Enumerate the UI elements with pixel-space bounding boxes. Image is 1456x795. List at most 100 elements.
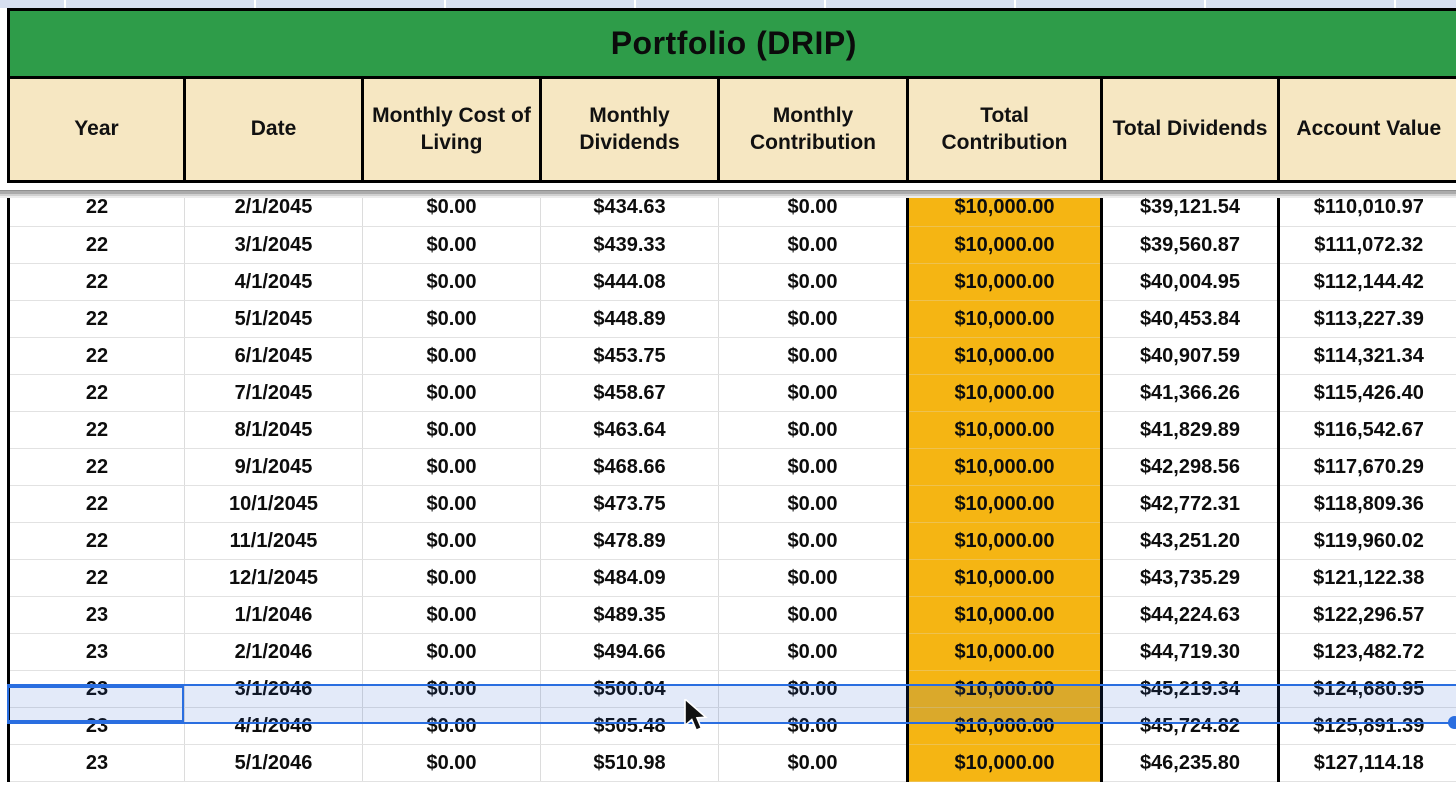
cell[interactable]: $44,719.30 [1101,633,1280,671]
cell[interactable]: $10,000.00 [907,744,1103,782]
cell[interactable]: 23 [7,707,185,745]
column-header-monthly-cost-of-living[interactable]: Monthly Cost of Living [361,76,542,183]
cell[interactable]: 2/1/2046 [184,633,363,671]
cell[interactable]: $10,000.00 [907,707,1103,745]
cell[interactable]: $125,891.39 [1278,707,1456,745]
cell[interactable]: $0.00 [718,596,909,634]
cell[interactable]: $43,735.29 [1101,559,1280,597]
cell[interactable]: $113,227.39 [1278,300,1456,338]
cell[interactable]: 5/1/2046 [184,744,363,782]
cell[interactable]: 1/1/2046 [184,596,363,634]
cell[interactable]: $45,724.82 [1101,707,1280,745]
cell[interactable]: 22 [7,263,185,301]
cell[interactable]: $0.00 [718,448,909,486]
frozen-row-divider[interactable] [0,190,1456,198]
cell[interactable]: $468.66 [540,448,719,486]
cell[interactable]: 22 [7,559,185,597]
cell[interactable]: 23 [7,633,185,671]
cell[interactable]: $0.00 [362,300,541,338]
cell[interactable]: 3/1/2046 [184,670,363,708]
cell[interactable]: 23 [7,670,185,708]
cell[interactable]: $42,298.56 [1101,448,1280,486]
cell[interactable]: $116,542.67 [1278,411,1456,449]
cell[interactable]: $40,453.84 [1101,300,1280,338]
cell[interactable]: $494.66 [540,633,719,671]
cell[interactable]: $0.00 [362,448,541,486]
cell[interactable]: $0.00 [362,559,541,597]
cell[interactable]: $478.89 [540,522,719,560]
cell[interactable]: $10,000.00 [907,596,1103,634]
cell[interactable]: $10,000.00 [907,411,1103,449]
cell[interactable]: 8/1/2045 [184,411,363,449]
cell[interactable]: $10,000.00 [907,522,1103,560]
cell[interactable]: $439.33 [540,226,719,264]
cell[interactable]: $0.00 [718,300,909,338]
cell[interactable]: 23 [7,744,185,782]
cell[interactable]: 10/1/2045 [184,485,363,523]
cell[interactable]: $42,772.31 [1101,485,1280,523]
cell[interactable]: $0.00 [362,226,541,264]
cell[interactable]: $40,004.95 [1101,263,1280,301]
cell[interactable]: $0.00 [718,485,909,523]
cell[interactable]: $121,122.38 [1278,559,1456,597]
cell[interactable]: $0.00 [718,263,909,301]
fill-handle[interactable] [1448,716,1456,729]
cell[interactable]: $0.00 [362,485,541,523]
cell[interactable]: $10,000.00 [907,337,1103,375]
cell[interactable]: $127,114.18 [1278,744,1456,782]
cell[interactable]: $0.00 [362,411,541,449]
cell[interactable]: 5/1/2045 [184,300,363,338]
cell[interactable]: 22 [7,300,185,338]
cell[interactable]: 22 [7,411,185,449]
cell[interactable]: $41,829.89 [1101,411,1280,449]
cell[interactable]: $0.00 [718,411,909,449]
cell[interactable]: $444.08 [540,263,719,301]
cell[interactable]: $453.75 [540,337,719,375]
cell[interactable]: $10,000.00 [907,670,1103,708]
cell[interactable]: $10,000.00 [907,485,1103,523]
cell[interactable]: 22 [7,226,185,264]
cell[interactable]: $0.00 [362,596,541,634]
cell[interactable]: 7/1/2045 [184,374,363,412]
cell[interactable]: $0.00 [718,374,909,412]
cell[interactable]: $473.75 [540,485,719,523]
cell[interactable]: $0.00 [362,263,541,301]
cell[interactable]: $10,000.00 [907,374,1103,412]
cell[interactable]: $118,809.36 [1278,485,1456,523]
cell[interactable]: $0.00 [362,633,541,671]
cell[interactable]: $0.00 [362,522,541,560]
cell[interactable]: 3/1/2045 [184,226,363,264]
column-header-total-contribution[interactable]: Total Contribution [906,76,1103,183]
cell[interactable]: 11/1/2045 [184,522,363,560]
cell[interactable]: 4/1/2046 [184,707,363,745]
cell[interactable]: $112,144.42 [1278,263,1456,301]
cell[interactable]: $43,251.20 [1101,522,1280,560]
cell[interactable]: 22 [7,522,185,560]
cell[interactable]: 12/1/2045 [184,559,363,597]
cell[interactable]: $0.00 [362,374,541,412]
column-header-total-dividends[interactable]: Total Dividends [1100,76,1280,183]
cell[interactable]: $0.00 [718,633,909,671]
cell[interactable]: $0.00 [718,522,909,560]
cell[interactable]: $122,296.57 [1278,596,1456,634]
sheet-title-cell[interactable]: Portfolio (DRIP) [6,8,1456,79]
cell[interactable]: $10,000.00 [907,263,1103,301]
cell[interactable]: $458.67 [540,374,719,412]
cell[interactable]: $111,072.32 [1278,226,1456,264]
cell[interactable]: $0.00 [718,707,909,745]
cell[interactable]: $0.00 [362,707,541,745]
column-header-account-value[interactable]: Account Value [1276,76,1456,183]
cell[interactable]: $448.89 [540,300,719,338]
cell[interactable]: $117,670.29 [1278,448,1456,486]
cell[interactable]: $114,321.34 [1278,337,1456,375]
cell[interactable]: $10,000.00 [907,448,1103,486]
cell[interactable]: $0.00 [718,226,909,264]
cell[interactable]: 23 [7,596,185,634]
cell[interactable]: $0.00 [718,337,909,375]
cell[interactable]: $10,000.00 [907,559,1103,597]
cell[interactable]: 6/1/2045 [184,337,363,375]
column-header-monthly-contribution[interactable]: Monthly Contribution [717,76,909,183]
cell[interactable]: $115,426.40 [1278,374,1456,412]
cell[interactable]: $46,235.80 [1101,744,1280,782]
cell[interactable]: $484.09 [540,559,719,597]
